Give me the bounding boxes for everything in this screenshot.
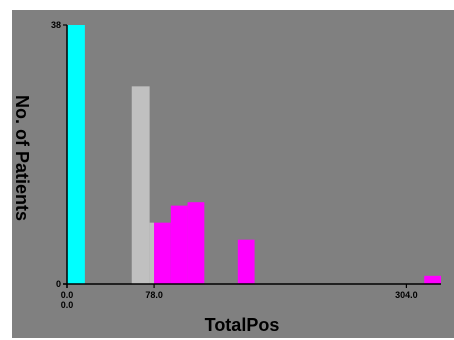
histogram-bar [424,275,441,284]
x-axis-label: TotalPos [205,315,280,335]
histogram-bar [131,86,150,284]
histogram-bar [187,202,205,284]
x-tick-label: 78.0 [145,290,163,300]
x-tick-label-extra: 0.0 [61,300,74,310]
histogram-bar [170,205,188,284]
histogram-bar [237,239,255,284]
y-tick-label: 0 [56,279,61,289]
y-tick-label: 38 [51,20,61,30]
x-tick-label: 304.0 [395,290,418,300]
x-tick-label: 0.0 [61,290,74,300]
bars-group [67,25,441,284]
histogram-bar [67,25,85,284]
y-axis-label: No. of Patients [12,95,32,221]
histogram-bar [149,222,155,284]
histogram-bar [154,222,171,284]
